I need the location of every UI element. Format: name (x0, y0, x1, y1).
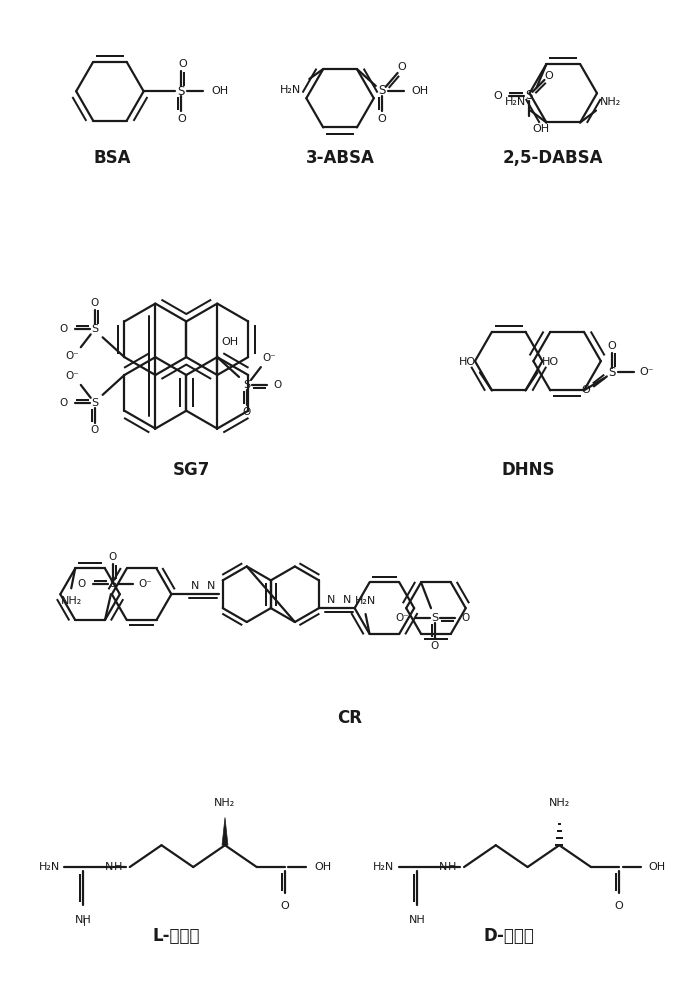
Text: NH₂: NH₂ (214, 798, 236, 808)
Text: H: H (114, 862, 122, 872)
Text: NH₂: NH₂ (60, 596, 82, 606)
Text: S: S (109, 579, 117, 589)
Text: NH₂: NH₂ (548, 798, 570, 808)
Text: N: N (105, 862, 113, 872)
Text: O: O (90, 425, 99, 435)
Text: O: O (614, 901, 623, 911)
Text: S: S (608, 366, 616, 379)
Text: NH: NH (409, 915, 426, 925)
Text: S: S (178, 85, 185, 98)
Text: O: O (493, 91, 502, 101)
Text: OH: OH (221, 337, 238, 347)
Text: SG7: SG7 (172, 461, 210, 479)
Text: OH: OH (532, 124, 550, 134)
Polygon shape (222, 817, 228, 845)
Text: 2,5-DABSA: 2,5-DABSA (503, 149, 603, 167)
Text: H₂N: H₂N (280, 85, 302, 95)
Text: NH₂: NH₂ (600, 97, 621, 107)
Text: H₂N: H₂N (39, 862, 60, 872)
Text: O: O (177, 114, 186, 124)
Text: NH: NH (75, 915, 92, 925)
Text: O: O (607, 341, 616, 351)
Text: N: N (191, 581, 199, 591)
Text: BSA: BSA (93, 149, 131, 167)
Text: H₂N: H₂N (505, 97, 527, 107)
Text: O⁻: O⁻ (65, 371, 79, 381)
Text: H: H (448, 862, 457, 872)
Text: N: N (343, 595, 351, 605)
Text: O: O (90, 298, 99, 308)
Text: OH: OH (411, 86, 429, 96)
Text: HO: HO (459, 357, 476, 367)
Text: O⁻: O⁻ (639, 367, 654, 377)
Text: S: S (525, 89, 532, 102)
Text: O: O (60, 324, 68, 334)
Text: N: N (207, 581, 215, 591)
Text: H₂N: H₂N (373, 862, 395, 872)
Text: S: S (91, 324, 98, 334)
Text: O: O (461, 613, 470, 623)
Text: CR: CR (338, 709, 363, 727)
Text: HO: HO (541, 357, 559, 367)
Text: OH: OH (314, 862, 332, 872)
Text: N: N (327, 595, 335, 605)
Text: O: O (243, 407, 251, 417)
Text: S: S (91, 398, 98, 408)
Text: S: S (432, 613, 439, 623)
Text: O: O (544, 71, 553, 81)
Text: D-精氨酸: D-精氨酸 (483, 927, 534, 945)
Text: O⁻: O⁻ (139, 579, 152, 589)
Text: O: O (581, 385, 590, 395)
Text: O: O (274, 380, 282, 390)
Text: O: O (78, 579, 86, 589)
Text: O: O (280, 901, 289, 911)
Text: O⁻: O⁻ (395, 613, 409, 623)
Text: OH: OH (211, 86, 228, 96)
Text: DHNS: DHNS (502, 461, 555, 479)
Text: O⁻: O⁻ (263, 353, 277, 363)
Text: I: I (83, 918, 85, 928)
Text: O: O (377, 114, 386, 124)
Text: S: S (378, 84, 386, 97)
Text: O: O (178, 59, 187, 69)
Text: O⁻: O⁻ (65, 351, 79, 361)
Text: O: O (60, 398, 68, 408)
Text: L-精氨酸: L-精氨酸 (153, 927, 200, 945)
Text: 3-ABSA: 3-ABSA (306, 149, 375, 167)
Text: N: N (439, 862, 448, 872)
Text: O: O (108, 552, 117, 562)
Text: S: S (243, 380, 251, 390)
Text: O: O (397, 62, 406, 72)
Text: OH: OH (648, 862, 666, 872)
Text: O: O (431, 641, 439, 651)
Text: H₂N: H₂N (355, 596, 376, 606)
